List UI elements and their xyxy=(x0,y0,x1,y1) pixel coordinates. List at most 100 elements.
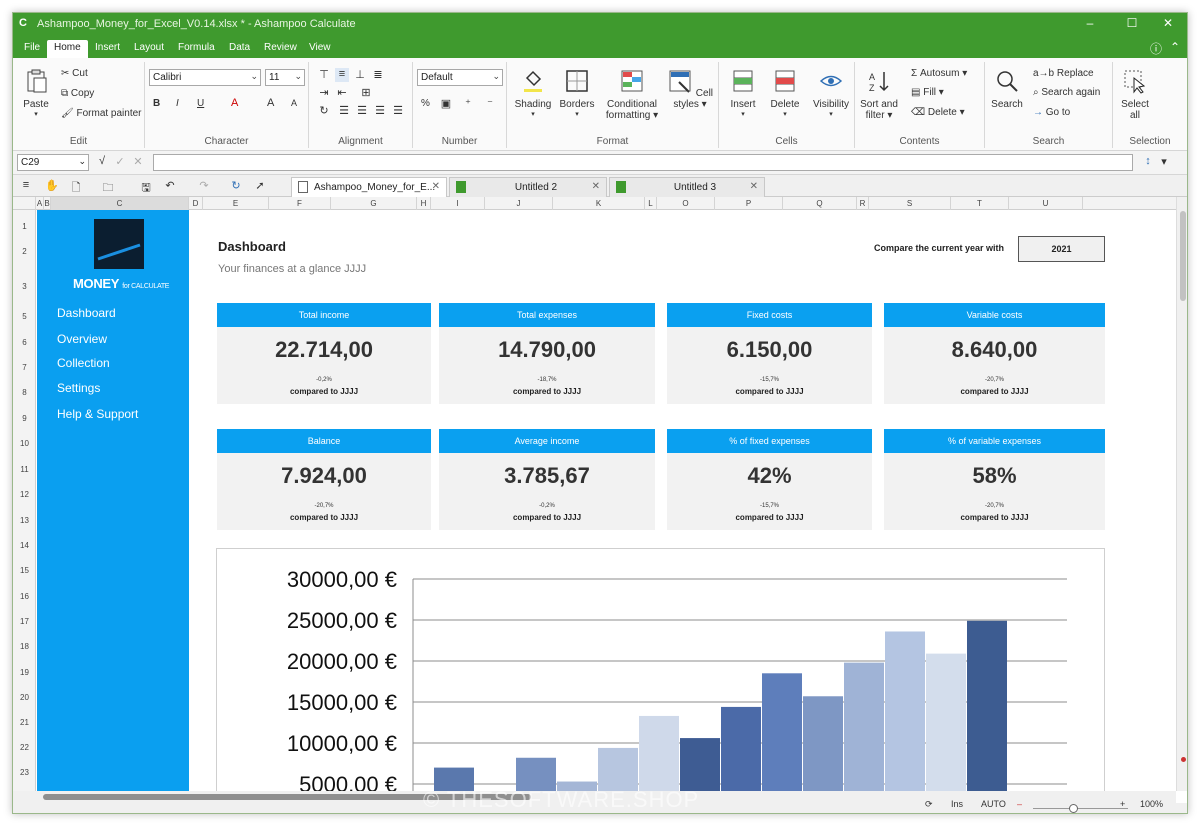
compare-year-field[interactable]: 2021 xyxy=(1018,236,1105,262)
pointer-icon[interactable]: ➚ xyxy=(255,180,265,192)
navigation-dot-icon[interactable] xyxy=(1181,757,1186,762)
chart-bar[interactable] xyxy=(516,757,556,791)
column-header-cell[interactable]: T xyxy=(951,197,1009,210)
chart-bar[interactable] xyxy=(434,767,474,791)
nav-overview[interactable]: Overview xyxy=(57,332,108,346)
calc-mode[interactable]: AUTO xyxy=(981,799,1006,809)
checkmark-icon[interactable]: √ xyxy=(98,155,106,167)
row-header-cell[interactable]: 2 xyxy=(22,247,27,256)
row-header-cell[interactable]: 9 xyxy=(22,414,27,423)
column-header-cell[interactable]: R xyxy=(857,197,869,210)
column-header-cell[interactable]: Q xyxy=(783,197,857,210)
formula-input[interactable] xyxy=(153,154,1133,171)
column-header-cell[interactable]: S xyxy=(869,197,951,210)
chart-bar[interactable] xyxy=(598,747,638,791)
hand-icon[interactable]: ✋ xyxy=(45,180,59,192)
underline-button[interactable]: U xyxy=(197,98,205,109)
help-icon[interactable]: ⓘ xyxy=(1150,42,1163,56)
merge-cells-icon[interactable]: ⊞ xyxy=(361,87,371,99)
indent-icon[interactable]: ⇥ xyxy=(319,87,329,99)
chart-bar[interactable] xyxy=(557,781,597,791)
row-header-cell[interactable]: 20 xyxy=(20,693,29,702)
zoom-in-button[interactable]: + xyxy=(1120,799,1126,809)
select-all-button[interactable]: Select all xyxy=(1117,68,1153,121)
row-header-cell[interactable]: 8 xyxy=(22,388,27,397)
document-tab[interactable]: Untitled 3 ✕ xyxy=(609,177,765,197)
format-painter-button[interactable]: 🖌 Format painter xyxy=(61,108,142,119)
align-right-icon[interactable]: ☰ xyxy=(375,105,385,117)
chart-bar[interactable] xyxy=(885,631,925,791)
fill-button[interactable]: ▤ Fill ▾ xyxy=(911,87,944,98)
collapse-ribbon-icon[interactable]: ⌃ xyxy=(1170,40,1181,54)
justify-icon[interactable]: ☰ xyxy=(393,105,403,117)
zoom-out-button[interactable]: – xyxy=(1017,799,1023,809)
bold-button[interactable]: B xyxy=(153,98,161,109)
column-header-cell[interactable]: B xyxy=(44,197,51,210)
column-header-cell[interactable]: L xyxy=(645,197,657,210)
shrink-font-button[interactable]: A xyxy=(291,98,298,108)
accept-icon[interactable]: ✓ xyxy=(115,156,125,168)
scroll-thumb[interactable] xyxy=(43,794,531,800)
corner-cell[interactable] xyxy=(13,197,36,210)
column-header-cell[interactable]: C xyxy=(51,197,189,210)
row-header-cell[interactable]: 16 xyxy=(20,592,29,601)
replace-button[interactable]: a→b Replace xyxy=(1033,68,1094,79)
refresh-icon[interactable]: ↻ xyxy=(231,180,241,192)
autosum-button[interactable]: Σ Autosum ▾ xyxy=(911,68,968,79)
align-center-icon[interactable]: ☰ xyxy=(357,105,367,117)
cancel-icon[interactable]: ✕ xyxy=(133,156,143,168)
chart-bar[interactable] xyxy=(803,696,843,791)
column-header-cell[interactable]: D xyxy=(189,197,203,210)
menu-home[interactable]: Home xyxy=(47,40,88,58)
cut-button[interactable]: ✂ Cut xyxy=(61,68,88,79)
delete-content-button[interactable]: ⌫ Delete ▾ xyxy=(911,107,965,118)
chart-bar[interactable] xyxy=(680,738,720,791)
row-header-cell[interactable]: 23 xyxy=(20,768,29,777)
zoom-slider[interactable] xyxy=(1033,808,1128,809)
row-header-cell[interactable]: 21 xyxy=(20,718,29,727)
align-top-icon[interactable]: ⊤ xyxy=(319,69,329,81)
vertical-scrollbar[interactable] xyxy=(1176,197,1187,791)
nav-collection[interactable]: Collection xyxy=(57,356,110,370)
expand-formula-icon[interactable]: ↕ xyxy=(1145,155,1151,167)
row-header-cell[interactable]: 1 xyxy=(22,222,27,231)
new-document-icon[interactable]: 🗋 xyxy=(71,182,81,194)
nav-settings[interactable]: Settings xyxy=(57,381,101,395)
column-header-cell[interactable]: I xyxy=(431,197,485,210)
minimize-button[interactable]: – xyxy=(1086,16,1094,30)
shading-button[interactable]: Shading ▾ xyxy=(511,68,555,118)
row-header-cell[interactable]: 18 xyxy=(20,642,29,651)
row-header-cell[interactable]: 13 xyxy=(20,516,29,525)
grow-font-button[interactable]: A xyxy=(267,97,275,109)
currency-icon[interactable]: ▣ xyxy=(440,98,452,110)
menu-icon[interactable]: ≡ xyxy=(22,179,30,191)
close-tab-icon[interactable]: ✕ xyxy=(431,181,440,192)
row-header-cell[interactable]: 19 xyxy=(20,668,29,677)
paste-button[interactable]: Paste ▾ xyxy=(21,68,51,118)
row-header-cell[interactable]: 3 xyxy=(22,282,27,291)
undo-icon[interactable]: ↶ xyxy=(165,180,175,192)
chart-bar[interactable] xyxy=(844,662,884,791)
insert-cells-button[interactable]: Insert ▾ xyxy=(725,68,761,118)
menu-layout[interactable]: Layout xyxy=(134,42,165,53)
menu-data[interactable]: Data xyxy=(229,42,251,53)
row-header-cell[interactable]: 7 xyxy=(22,363,27,372)
nav-help-support[interactable]: Help & Support xyxy=(57,407,139,421)
column-header-cell[interactable]: U xyxy=(1009,197,1083,210)
zoom-slider-handle[interactable] xyxy=(1069,804,1078,813)
save-icon[interactable]: 🖫 xyxy=(141,182,151,194)
search-again-button[interactable]: ⌕ Search again xyxy=(1033,87,1101,98)
font-size-select[interactable]: 11 ⌄ xyxy=(265,69,305,86)
document-tab[interactable]: Ashampoo_Money_for_E... ✕ xyxy=(291,177,447,197)
search-button[interactable]: Search xyxy=(989,68,1025,110)
row-header-cell[interactable]: 10 xyxy=(20,439,29,448)
row-header-cell[interactable]: 5 xyxy=(22,312,27,321)
chart-bar[interactable] xyxy=(926,653,966,791)
column-header-cell[interactable]: K xyxy=(553,197,645,210)
align-left-icon[interactable]: ☰ xyxy=(339,105,349,117)
row-header-cell[interactable]: 22 xyxy=(20,743,29,752)
align-bottom-icon[interactable]: ⊥ xyxy=(355,69,365,81)
nav-dashboard[interactable]: Dashboard xyxy=(57,306,116,320)
copy-button[interactable]: ⧉ Copy xyxy=(61,88,95,99)
